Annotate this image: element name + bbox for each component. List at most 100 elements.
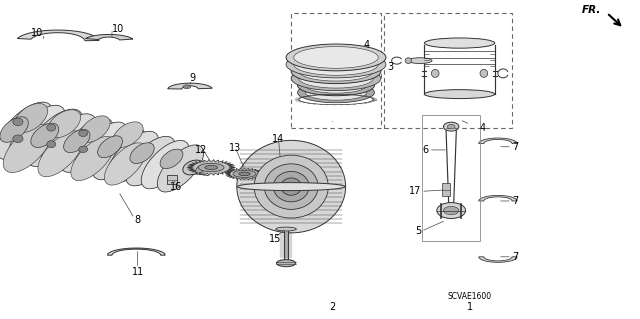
Ellipse shape <box>198 163 224 172</box>
Text: 1: 1 <box>467 302 474 312</box>
Ellipse shape <box>480 70 488 78</box>
Text: 10: 10 <box>112 24 124 34</box>
Ellipse shape <box>239 172 250 176</box>
Ellipse shape <box>79 116 110 143</box>
Ellipse shape <box>160 149 183 169</box>
Text: 7: 7 <box>512 142 518 152</box>
Ellipse shape <box>79 146 88 152</box>
Ellipse shape <box>286 51 386 78</box>
Polygon shape <box>168 83 212 89</box>
Text: 7: 7 <box>512 252 518 262</box>
Ellipse shape <box>444 122 459 131</box>
Text: 17: 17 <box>409 186 421 197</box>
Ellipse shape <box>291 66 381 91</box>
Ellipse shape <box>3 124 52 173</box>
Ellipse shape <box>294 47 378 68</box>
Ellipse shape <box>298 75 374 96</box>
Text: 9: 9 <box>189 73 195 83</box>
Ellipse shape <box>273 171 309 202</box>
Ellipse shape <box>424 90 495 99</box>
Text: 12: 12 <box>195 145 208 155</box>
Ellipse shape <box>405 58 412 63</box>
Polygon shape <box>479 138 517 144</box>
Text: 7: 7 <box>512 196 518 206</box>
Ellipse shape <box>237 182 345 191</box>
Bar <box>442 183 450 196</box>
Polygon shape <box>225 168 264 180</box>
Ellipse shape <box>104 143 147 185</box>
Ellipse shape <box>431 70 439 78</box>
Ellipse shape <box>26 109 83 167</box>
Ellipse shape <box>108 131 159 182</box>
Text: 13: 13 <box>228 143 241 153</box>
Ellipse shape <box>0 102 52 160</box>
Circle shape <box>183 85 191 89</box>
Ellipse shape <box>237 140 346 233</box>
Ellipse shape <box>233 170 256 177</box>
Bar <box>291 13 381 128</box>
Ellipse shape <box>294 54 378 75</box>
Text: 6: 6 <box>422 145 429 155</box>
Ellipse shape <box>157 145 204 192</box>
Ellipse shape <box>254 155 328 218</box>
Text: FR.: FR. <box>582 4 602 15</box>
Ellipse shape <box>75 122 127 175</box>
Ellipse shape <box>298 82 374 103</box>
Ellipse shape <box>205 165 218 170</box>
Ellipse shape <box>305 85 367 100</box>
Text: 15: 15 <box>269 234 282 244</box>
Ellipse shape <box>113 122 143 147</box>
Text: 2: 2 <box>330 302 336 312</box>
Ellipse shape <box>47 124 56 131</box>
Ellipse shape <box>63 130 90 152</box>
Ellipse shape <box>408 58 432 63</box>
Ellipse shape <box>9 105 65 163</box>
Ellipse shape <box>47 141 56 148</box>
Ellipse shape <box>299 69 373 88</box>
Ellipse shape <box>13 118 23 126</box>
Text: 4: 4 <box>364 40 370 50</box>
Ellipse shape <box>71 137 115 181</box>
Ellipse shape <box>141 140 189 189</box>
Polygon shape <box>167 175 177 184</box>
Ellipse shape <box>38 131 84 177</box>
Polygon shape <box>479 196 517 201</box>
Ellipse shape <box>126 136 175 186</box>
Ellipse shape <box>130 143 154 163</box>
Ellipse shape <box>0 117 28 142</box>
Ellipse shape <box>299 62 373 81</box>
Bar <box>422 115 480 241</box>
Text: 16: 16 <box>170 182 182 192</box>
Ellipse shape <box>47 110 81 138</box>
Ellipse shape <box>13 135 23 143</box>
Ellipse shape <box>60 118 113 172</box>
Text: SCVAE1600: SCVAE1600 <box>448 292 492 300</box>
Text: 10: 10 <box>31 28 44 39</box>
Ellipse shape <box>183 160 204 175</box>
Ellipse shape <box>79 130 88 137</box>
Ellipse shape <box>447 124 455 129</box>
Ellipse shape <box>42 114 97 168</box>
Bar <box>384 13 512 128</box>
Text: 5: 5 <box>415 226 421 236</box>
Polygon shape <box>17 30 99 41</box>
Polygon shape <box>108 248 165 255</box>
Ellipse shape <box>281 178 301 195</box>
Polygon shape <box>479 257 517 262</box>
Text: 14: 14 <box>272 134 285 144</box>
Polygon shape <box>187 160 236 175</box>
Text: 11: 11 <box>131 267 144 277</box>
Text: 3: 3 <box>387 62 394 72</box>
Ellipse shape <box>286 44 386 71</box>
Ellipse shape <box>437 203 466 219</box>
Text: 4: 4 <box>480 122 486 133</box>
Text: 8: 8 <box>134 215 141 225</box>
Ellipse shape <box>31 123 59 147</box>
Ellipse shape <box>196 165 205 173</box>
Ellipse shape <box>14 103 47 133</box>
Ellipse shape <box>291 59 381 84</box>
Ellipse shape <box>276 260 296 267</box>
Ellipse shape <box>424 38 495 48</box>
Ellipse shape <box>92 127 145 180</box>
Ellipse shape <box>276 227 296 231</box>
